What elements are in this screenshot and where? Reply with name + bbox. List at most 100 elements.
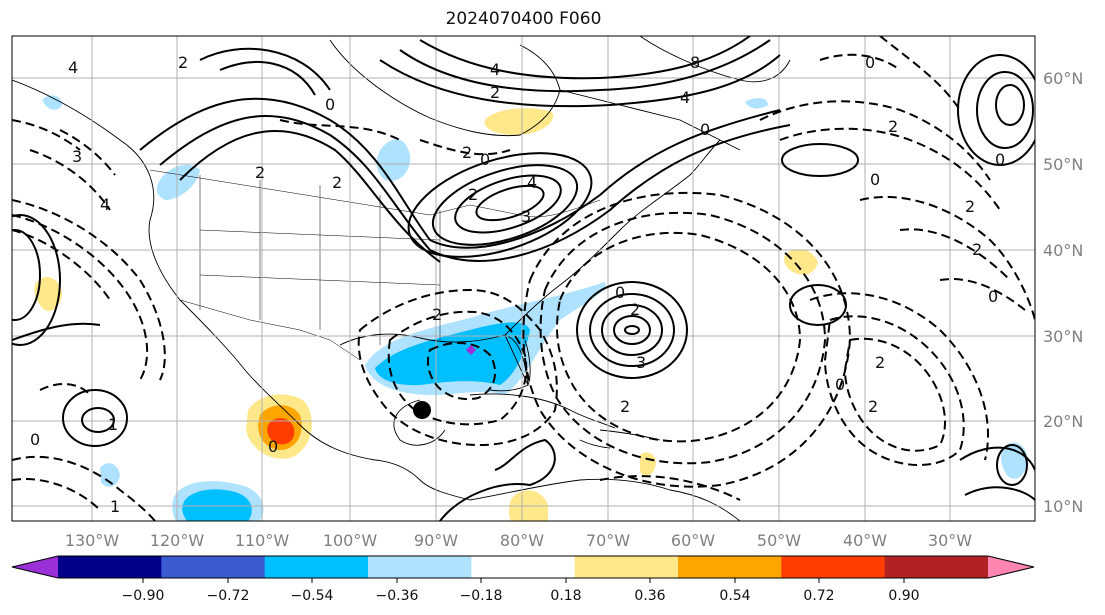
contour-label: 2 (888, 117, 898, 136)
colorbar-tick-labels: −0.90 −0.72 −0.54 −0.36 −0.18 0.18 0.36 … (122, 588, 920, 604)
shade-red-mex (267, 418, 295, 445)
contour-label: 4 (527, 173, 537, 192)
dashed-subtrop-3 (809, 292, 989, 461)
colorbar-swatch (471, 556, 576, 578)
contour-label: 0 (325, 95, 335, 114)
contour-label: 2 (255, 163, 265, 182)
dashed-north-atl-1 (759, 100, 991, 181)
contour-west-1 (12, 214, 61, 346)
contour-ne-1 (957, 54, 1035, 166)
colorbar-swatch (884, 556, 989, 578)
contour-high-atlantic-2 (589, 293, 675, 367)
contour-label: 0 (480, 150, 490, 169)
contour-northwest-2 (219, 61, 316, 96)
dashed-central-1 (279, 119, 401, 141)
contour-label: 2 (868, 397, 878, 416)
colorbar-extend-high (988, 556, 1034, 578)
colorbar-swatch (574, 556, 679, 578)
lon-label: 60°W (671, 531, 715, 550)
shade-yellow-atlantic (784, 249, 818, 275)
contour-label: 2 (965, 197, 975, 216)
contour-north-2 (419, 36, 751, 80)
lon-label: 80°W (500, 531, 544, 550)
colorbar-tick-label: 0.18 (550, 588, 581, 604)
contour-label: 2 (462, 143, 472, 162)
lat-label: 60°N (1043, 69, 1083, 88)
dashed-pacific-3 (39, 383, 91, 396)
lat-label: 50°N (1043, 155, 1083, 174)
contour-east-atl-low (996, 444, 1028, 486)
graticule (12, 36, 1035, 521)
dashed-pacific-2 (12, 478, 101, 511)
dashed-west-1 (12, 199, 166, 381)
dashed-gulf-1 (357, 288, 558, 447)
storm-marker (413, 401, 431, 419)
contour-label: 1 (110, 497, 120, 516)
dashed-atlantic-1 (556, 231, 802, 443)
lat-label: 10°N (1043, 497, 1083, 516)
contour-label-layer: 4 2 2 3 2 0 4 8 4 2 2 0 2 4 4 3 0 0 2 2 … (30, 53, 1005, 516)
lon-label: 70°W (586, 531, 630, 550)
dashed-north-atl-3 (819, 53, 901, 71)
dashed-south-east (599, 475, 741, 501)
contour-label: 4 (100, 195, 110, 214)
contour-label: 0 (700, 120, 710, 139)
contour-high-great-lakes-3 (454, 174, 562, 234)
contour-label: 2 (620, 397, 630, 416)
dashed-west-3 (12, 229, 111, 301)
contour-label: 3 (72, 147, 82, 166)
contour-central-atl (781, 143, 859, 177)
lon-label: 40°W (843, 531, 887, 550)
contour-label: 1 (108, 415, 118, 434)
contour-high-great-lakes-4 (475, 184, 545, 222)
contour-ne-2 (976, 71, 1034, 149)
colorbar-tick-label: 0.36 (634, 588, 665, 604)
shade-blue-alaska (42, 95, 62, 110)
contour-northwest-1 (199, 47, 331, 91)
contour-label: 2 (630, 300, 640, 319)
contour-north-3 (379, 54, 781, 108)
lon-label: 100°W (323, 531, 378, 550)
colorbar-swatch (58, 556, 162, 578)
shade-blue-greenland (745, 98, 768, 109)
lon-label: 110°W (235, 531, 290, 550)
lon-label: 130°W (65, 531, 120, 550)
dashed-contours (12, 36, 1035, 521)
coastlines (12, 36, 791, 521)
contour-label: 0 (268, 437, 278, 456)
colorbar-tick-label: −0.36 (376, 588, 419, 604)
contour-jet-2 (159, 115, 791, 262)
colorbar-extend-low (12, 556, 58, 578)
lon-label: 30°W (928, 531, 972, 550)
colorbar-tick-label: −0.90 (122, 588, 165, 604)
contour-north-1 (399, 39, 771, 93)
contour-label: 4 (680, 88, 690, 107)
dashed-nw-1 (12, 119, 81, 151)
contour-label: 0 (30, 430, 40, 449)
contour-pacific-low (62, 389, 128, 447)
shade-yellow-pacific (34, 276, 62, 311)
contour-high-atlantic-4 (613, 315, 651, 345)
dashed-north-atl-2 (779, 127, 1001, 211)
shade-blue-bc (156, 164, 200, 200)
border-us-mexico (179, 299, 361, 361)
colorbar-swatch (161, 556, 266, 578)
dashed-west-5 (59, 129, 116, 176)
shade-blue-mex-pac (100, 463, 120, 487)
contour-pacific-low-2 (81, 407, 115, 433)
lat-label: 30°N (1043, 327, 1083, 346)
contour-sw-1 (12, 322, 101, 341)
dashed-gulf-2 (387, 310, 528, 426)
dashed-atlantic-3 (522, 191, 852, 488)
colorbar-swatch (678, 556, 782, 578)
longitude-labels: 130°W 120°W 110°W 100°W 90°W 80°W 70°W 6… (65, 531, 972, 550)
colorbar-tick-label: −0.72 (207, 588, 250, 604)
contour-high-great-lakes-2 (431, 164, 579, 246)
contour-label: 0 (615, 283, 625, 302)
colorbar-tick-label: −0.54 (291, 588, 334, 604)
dashed-gulf-3 (426, 342, 497, 400)
colorbar-swatch (368, 556, 472, 578)
contour-label: 0 (870, 170, 880, 189)
map-border (11, 35, 1036, 522)
contour-label: 0 (835, 375, 845, 394)
